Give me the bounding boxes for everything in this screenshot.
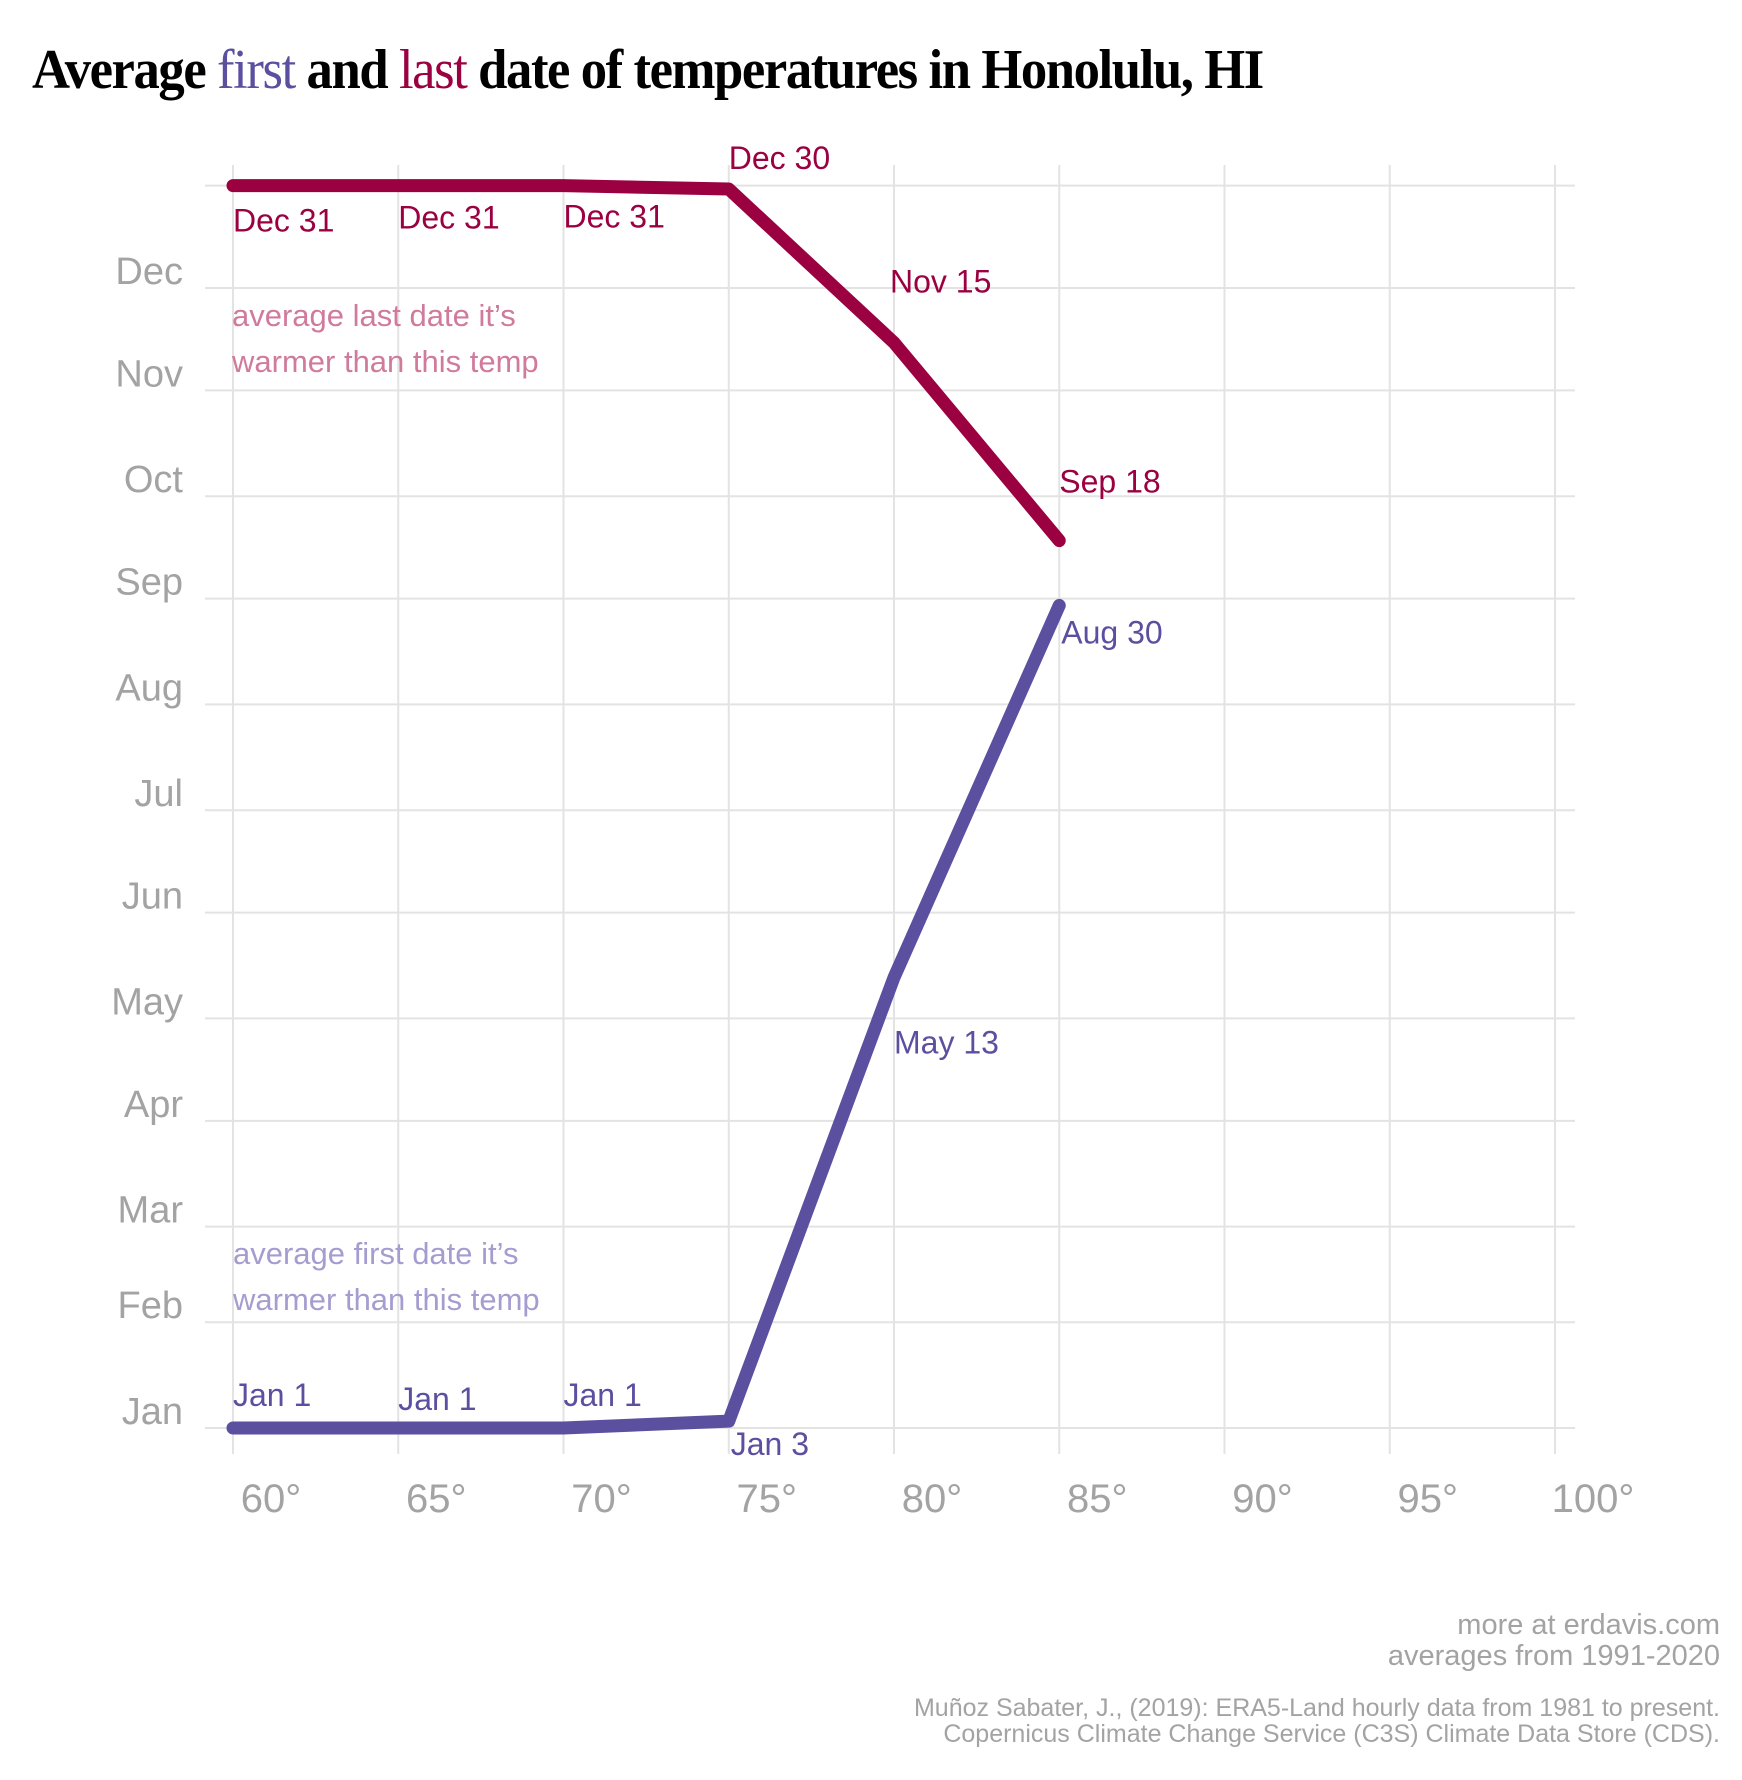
first-annotation-line-1: average first date it’s [233,1236,518,1271]
footer-averages-range: averages from 1991-2020 [1387,1640,1720,1672]
footer-citation: Muñoz Sabater, J., (2019): ERA5-Land hou… [914,1695,1720,1747]
grid [205,165,1575,1454]
chart-title: Average first and last date of temperatu… [32,38,1264,102]
footer-website: more at erdavis.com [1457,1609,1720,1641]
y-tick-label-mar: Mar [118,1190,184,1232]
x-tick-label-65: 65° [406,1477,467,1521]
footer-credits: more at erdavis.com averages from 1991-2… [1388,1610,1720,1672]
y-tick-label-nov: Nov [115,353,183,395]
first-annotation-line-2: warmer than this temp [232,1282,540,1317]
last-series-line [226,179,1066,548]
first-data-label-75: Jan 3 [731,1426,809,1462]
y-tick-label-aug: Aug [115,667,183,709]
y-tick-label-jun: Jun [122,876,183,918]
x-tick-label-90: 90° [1232,1477,1293,1521]
title-suffix: date of temperatures in Honolulu, HI [466,39,1264,101]
y-tick-label-oct: Oct [124,459,184,501]
y-tick-label-dec: Dec [115,251,183,293]
last-data-label-80: Nov 15 [890,264,991,300]
first-data-label-80: May 13 [894,1024,999,1060]
title-last-word: last [398,39,468,101]
last-data-label-75: Dec 30 [729,140,830,176]
y-tick-label-apr: Apr [124,1084,183,1126]
citation-line-1: Muñoz Sabater, J., (2019): ERA5-Land hou… [913,1694,1720,1722]
last-data-label-60: Dec 31 [233,203,334,239]
first-series-line [226,598,1066,1435]
last-data-label-65: Dec 31 [398,200,499,236]
last-data-label-70: Dec 31 [564,199,665,235]
x-tick-label-95: 95° [1398,1477,1459,1521]
y-axis: Jan Feb Mar Apr May Jun Jul Aug Sep Oct Nov Dec [111,251,183,1433]
x-tick-label-80: 80° [902,1477,963,1521]
y-tick-label-feb: Feb [118,1285,183,1327]
y-tick-label-sep: Sep [115,562,183,604]
title-prefix: Average [32,39,218,101]
x-tick-label-70: 70° [571,1477,632,1521]
x-axis: 60° 65° 70° 75° 80° 85° 90° 95° 100° [241,1477,1635,1521]
x-tick-label-75: 75° [737,1477,798,1521]
y-tick-label-may: May [111,981,183,1023]
data-labels: Dec 31 Dec 31 Dec 31 Dec 30 Nov 15 Sep 18 Jan … [233,140,1163,1462]
title-middle: and [294,39,399,101]
x-tick-label-85: 85° [1067,1477,1128,1521]
series-group [226,179,1066,1435]
first-data-label-60: Jan 1 [233,1377,311,1413]
last-annotation-line-2: warmer than this temp [231,344,539,379]
title-first-word: first [217,39,296,101]
first-data-label-70: Jan 1 [564,1377,642,1413]
y-tick-label-jul: Jul [134,773,183,815]
last-data-label-85: Sep 18 [1059,464,1160,500]
first-data-label-85: Aug 30 [1061,614,1162,650]
x-tick-label-100: 100° [1552,1477,1635,1521]
y-tick-label-jan: Jan [122,1391,183,1433]
citation-line-2: Copernicus Climate Change Service (C3S) … [943,1720,1720,1748]
first-data-label-65: Jan 1 [398,1381,476,1417]
annotations: average last date it’s warmer than this t… [231,298,540,1317]
last-annotation-line-1: average last date it’s [232,298,516,333]
x-tick-label-60: 60° [241,1477,302,1521]
